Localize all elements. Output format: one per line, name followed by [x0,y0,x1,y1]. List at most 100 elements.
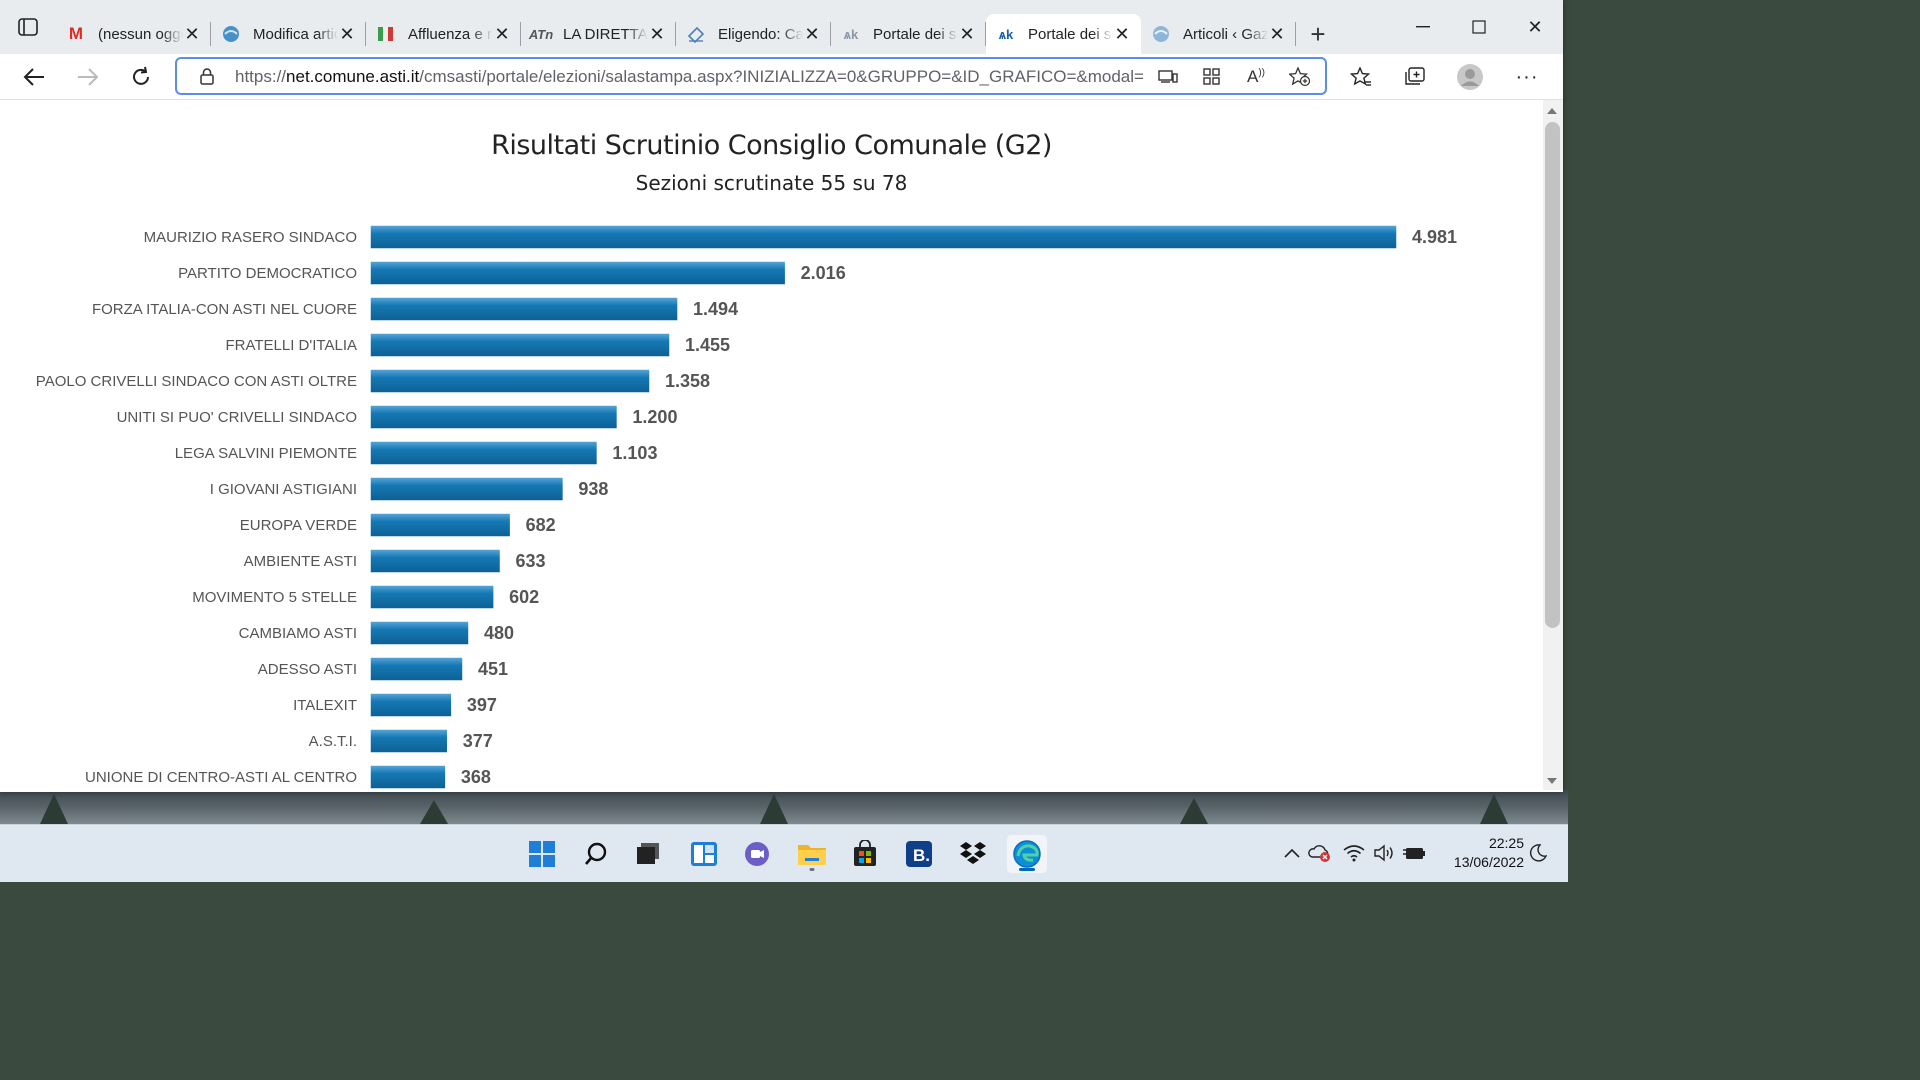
results-bar-chart: MAURIZIO RASERO SINDACO 4.981 PARTITO DEMO… [36,224,1457,790]
tab-gmail[interactable]: M (nessun oggetto) ✕ [56,14,211,54]
value-label: 633 [516,551,546,571]
minimize-button[interactable] [1395,0,1451,54]
category-label: FORZA ITALIA-CON ASTI NEL CUORE [92,301,357,318]
bar[interactable] [369,764,447,790]
category-label: LEGA SALVINI PIEMONTE [175,445,357,462]
page-scrollbar[interactable] [1543,100,1563,790]
bar[interactable] [369,476,565,502]
category-label: I GIOVANI ASTIGIANI [210,481,357,498]
url-scheme: https:// [235,67,287,86]
tab-eligendo[interactable]: Eligendo: Candidati ✕ [676,14,831,54]
bar[interactable] [369,656,464,682]
address-bar[interactable]: https://net.comune.asti.it/cmsasti/porta… [175,57,1327,95]
close-icon[interactable]: ✕ [339,23,355,44]
file-explorer-icon[interactable] [792,835,832,873]
close-icon[interactable]: ✕ [649,23,665,44]
wallpaper-tree [1480,794,1508,824]
add-favorite-icon[interactable] [1287,65,1313,89]
plus-icon: + [1310,18,1326,49]
bar[interactable] [369,260,787,286]
battery-charging-icon[interactable] [1402,841,1426,865]
tab-portale-active[interactable]: ѧk Portale dei servizi ✕ [986,14,1141,54]
category-label: PARTITO DEMOCRATICO [178,265,357,282]
tab-title: LA DIRETTA [563,25,648,43]
edge-icon[interactable] [1007,835,1047,873]
system-clock[interactable]: 22:25 13/06/2022 [1454,834,1524,872]
close-icon[interactable]: ✕ [184,23,200,44]
tab-actions-button[interactable] [0,0,56,54]
close-icon[interactable]: ✕ [959,23,975,44]
forward-button[interactable] [70,60,106,94]
tab-la-diretta[interactable]: ATn LA DIRETTA ✕ [521,14,676,54]
svg-text:B.: B. [913,846,930,865]
favorites-button[interactable] [1343,60,1379,94]
close-icon[interactable]: ✕ [494,23,510,44]
task-view-icon[interactable] [628,835,668,873]
device-icon[interactable] [1155,65,1181,89]
portale-icon: ѧk [998,26,1014,42]
booking-icon[interactable]: B. [899,835,939,873]
teams-chat-icon[interactable] [737,835,777,873]
bar[interactable] [369,404,619,430]
wifi-icon[interactable] [1342,841,1366,865]
lock-icon[interactable] [199,67,215,85]
chevron-up-icon[interactable] [1280,841,1304,865]
category-label: A.S.T.I. [309,733,357,750]
widgets-icon[interactable] [684,835,724,873]
wallpaper-tree [1180,798,1208,824]
wallpaper-tree [40,794,68,824]
bar[interactable] [369,692,453,718]
close-icon[interactable]: ✕ [1269,23,1285,44]
microsoft-store-icon[interactable] [845,835,885,873]
scroll-down-icon[interactable] [1547,778,1557,784]
windows-start-icon[interactable] [522,835,562,873]
tab-title: Modifica articolo [253,25,338,43]
refresh-icon [133,66,149,85]
tab-modifica[interactable]: Modifica articolo ✕ [211,14,366,54]
desktop-wallpaper [0,790,1568,824]
scroll-up-icon[interactable] [1547,108,1557,114]
value-label: 451 [478,659,508,679]
running-indicator [809,868,815,871]
bar[interactable] [369,584,495,610]
bar[interactable] [369,548,502,574]
wallpaper-tree [420,800,448,824]
navigation-bar: https://net.comune.asti.it/cmsasti/porta… [0,54,1563,100]
arrow-right-icon [78,68,99,86]
maximize-button[interactable] [1451,0,1507,54]
onedrive-error-icon[interactable] [1308,841,1332,865]
bar[interactable] [369,620,470,646]
settings-more-button[interactable]: ··· [1509,60,1545,94]
arrow-left-icon [23,68,44,86]
bar[interactable] [369,224,1398,250]
back-button[interactable] [16,60,52,94]
collections-button[interactable] [1397,60,1433,94]
profile-button[interactable] [1452,60,1488,94]
bar[interactable] [369,728,449,754]
volume-icon[interactable] [1372,841,1396,865]
close-icon[interactable]: ✕ [804,23,820,44]
bar[interactable] [369,440,599,466]
url-text[interactable]: https://net.comune.asti.it/cmsasti/porta… [235,67,1145,87]
scrollbar-thumb[interactable] [1545,122,1560,628]
refresh-button[interactable] [123,60,159,94]
tab-affluenza[interactable]: Affluenza e risultati ✕ [366,14,521,54]
focus-assist-moon-icon[interactable] [1526,841,1550,865]
new-tab-button[interactable]: + [1296,14,1340,54]
apps-grid-icon[interactable] [1199,65,1225,89]
minimize-icon [1416,26,1430,28]
dropbox-icon[interactable] [953,835,993,873]
more-icon: ··· [1515,65,1539,88]
bar[interactable] [369,368,651,394]
close-window-button[interactable]: ✕ [1507,0,1563,54]
category-label: EUROPA VERDE [240,517,357,534]
tab-articoli[interactable]: Articoli ‹ Gazzetta ✕ [1141,14,1296,54]
category-label: UNIONE DI CENTRO-ASTI AL CENTRO [85,769,357,786]
search-icon[interactable] [576,835,616,873]
bar[interactable] [369,512,512,538]
close-icon[interactable]: ✕ [1114,23,1130,44]
bar[interactable] [369,332,671,358]
read-aloud-icon[interactable]: A)) [1246,67,1265,86]
tab-portale-1[interactable]: ѧk Portale dei servizi ✕ [831,14,986,54]
bar[interactable] [369,296,679,322]
